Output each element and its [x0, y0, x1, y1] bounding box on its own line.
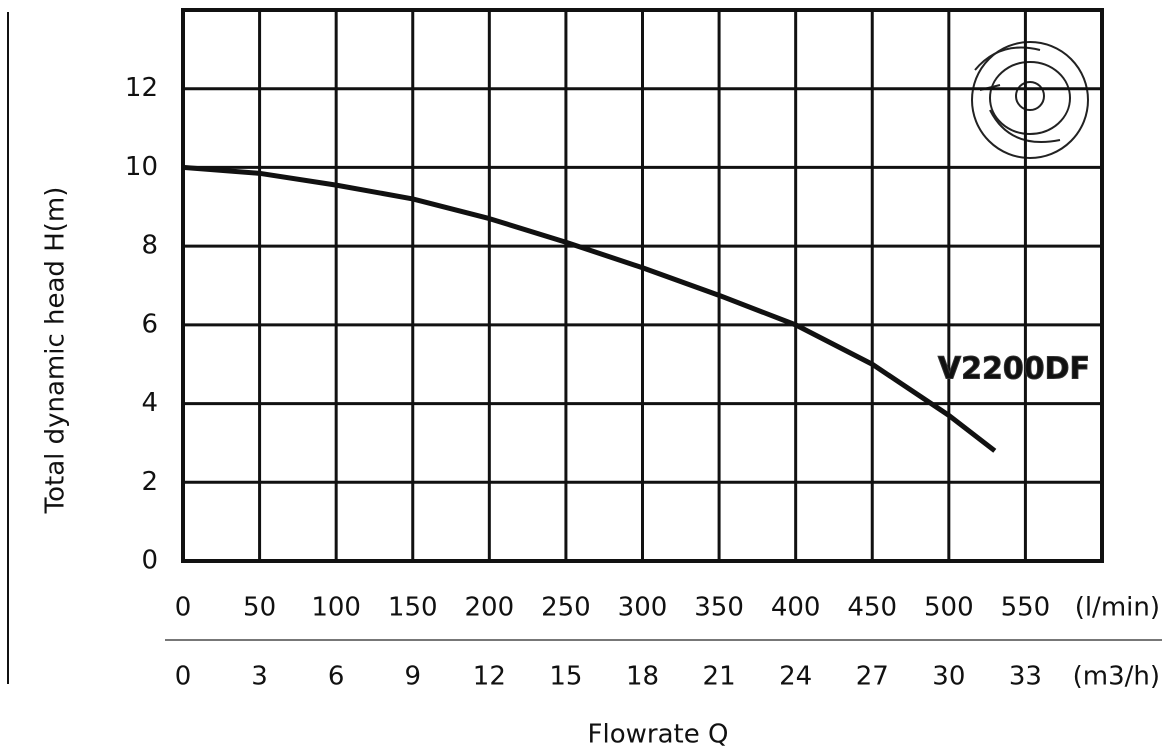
x2-tick-label: 24	[779, 662, 812, 692]
x-tick-label: 50	[243, 593, 276, 623]
x-tick-label: 200	[465, 593, 515, 623]
x-tick-label: 350	[694, 593, 744, 623]
y-tick-label: 10	[125, 152, 158, 182]
x-tick-label: 250	[541, 593, 591, 623]
x2-tick-label: 18	[626, 662, 659, 692]
chart: Total dynamic head H(m) Flowrate Q (l/mi…	[0, 0, 1168, 754]
x2-unit: (m3/h)	[1073, 662, 1160, 692]
x-tick-label: 100	[311, 593, 361, 623]
x2-tick-label: 15	[549, 662, 582, 692]
pump-icon	[972, 42, 1088, 158]
x-tick-label: 500	[924, 593, 974, 623]
y-tick-label: 4	[141, 388, 158, 418]
x-tick-label: 400	[771, 593, 821, 623]
x2-tick-label: 12	[473, 662, 506, 692]
y-tick-label: 0	[141, 546, 158, 576]
y-axis-label: Total dynamic head H(m)	[41, 187, 71, 515]
x2-tick-label: 0	[175, 662, 192, 692]
x-tick-label: 0	[175, 593, 192, 623]
y-tick-label: 12	[125, 73, 158, 103]
x2-tick-label: 33	[1009, 662, 1042, 692]
x-tick-label: 550	[1001, 593, 1051, 623]
x2-tick-label: 27	[856, 662, 889, 692]
y-tick-label: 6	[141, 309, 158, 339]
x2-tick-label: 6	[328, 662, 345, 692]
x-tick-label: 450	[847, 593, 897, 623]
x2-tick-label: 3	[251, 662, 268, 692]
y-tick-label: 8	[141, 231, 158, 261]
x2-tick-label: 30	[932, 662, 965, 692]
x-tick-label: 300	[618, 593, 668, 623]
x-axis-label: Flowrate Q	[588, 720, 729, 750]
series-label: V2200DF	[938, 352, 1090, 387]
y-tick-label: 2	[141, 467, 158, 497]
x-unit: (l/min)	[1075, 593, 1160, 623]
x2-tick-label: 9	[404, 662, 421, 692]
x2-tick-label: 21	[703, 662, 736, 692]
x-tick-label: 150	[388, 593, 438, 623]
